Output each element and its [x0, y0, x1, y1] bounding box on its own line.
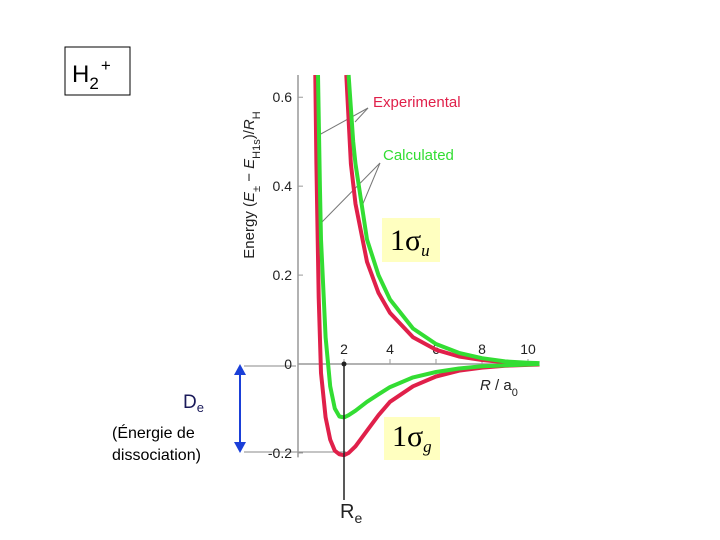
title-sub: 2 — [89, 74, 98, 93]
label-part: H — [251, 111, 263, 119]
orbital-main: 1σ — [390, 224, 421, 257]
label-part: − — [241, 169, 258, 186]
title-base: H — [72, 61, 89, 88]
re-main: R — [340, 501, 354, 523]
leaders — [318, 107, 381, 223]
label-part: 0 — [512, 387, 518, 399]
orbital-main: 1σ — [392, 420, 423, 453]
y-tick-label: 0.2 — [273, 267, 293, 283]
y-axis-label: Energy (E± − EH1s)/RH — [241, 111, 263, 258]
title-sup: + — [101, 56, 111, 75]
orbital-sub: g — [423, 437, 432, 456]
leader — [318, 107, 369, 136]
x-tick-label: 8 — [478, 341, 486, 357]
de-sub: e — [197, 400, 204, 415]
de-label: De — [183, 392, 204, 415]
y-tick-label: 0.6 — [273, 89, 293, 105]
de-main: D — [183, 392, 197, 413]
title: H2+ — [72, 56, 111, 93]
label-part: R — [241, 119, 258, 130]
x-tick-label: 2 — [340, 341, 348, 357]
y-tick-label: 0.4 — [273, 178, 293, 194]
label-part: / a — [491, 377, 513, 394]
label-part: R — [480, 377, 491, 394]
label-part: )/ — [241, 129, 258, 139]
leader — [354, 107, 369, 123]
label-part: ± — [251, 186, 263, 192]
re-label: Re — [340, 501, 362, 526]
re-dot — [341, 361, 347, 367]
orbital-sub: u — [421, 241, 430, 260]
orbital-box — [382, 218, 440, 262]
label-part: Energy ( — [241, 202, 258, 259]
title-box — [64, 46, 131, 96]
y-tick-label: 0 — [284, 356, 292, 372]
orbital-box — [384, 417, 440, 460]
curve — [346, 74, 540, 366]
re-sub: e — [354, 510, 362, 526]
x-tick-label: 10 — [520, 341, 536, 357]
leader — [361, 162, 381, 207]
orbital-label: 1σg — [392, 420, 432, 456]
x-axis-label: R / a0 — [480, 377, 518, 399]
x-tick-label: 4 — [386, 341, 394, 357]
series-label: Calculated — [383, 147, 454, 164]
label-part: E — [241, 191, 258, 202]
de-arrow — [234, 364, 346, 453]
label-part: E — [241, 158, 258, 169]
series-label: Experimental — [373, 94, 461, 111]
leader — [321, 162, 381, 223]
de-note: (Énergie de — [112, 423, 195, 442]
orbital-label: 1σu — [390, 224, 430, 260]
de-note: dissociation) — [112, 447, 201, 464]
arrow-head — [234, 442, 246, 453]
y-tick-label: -0.2 — [268, 445, 292, 461]
arrow-head — [234, 364, 246, 375]
curve — [316, 74, 540, 420]
label-part: H1s — [251, 139, 263, 159]
